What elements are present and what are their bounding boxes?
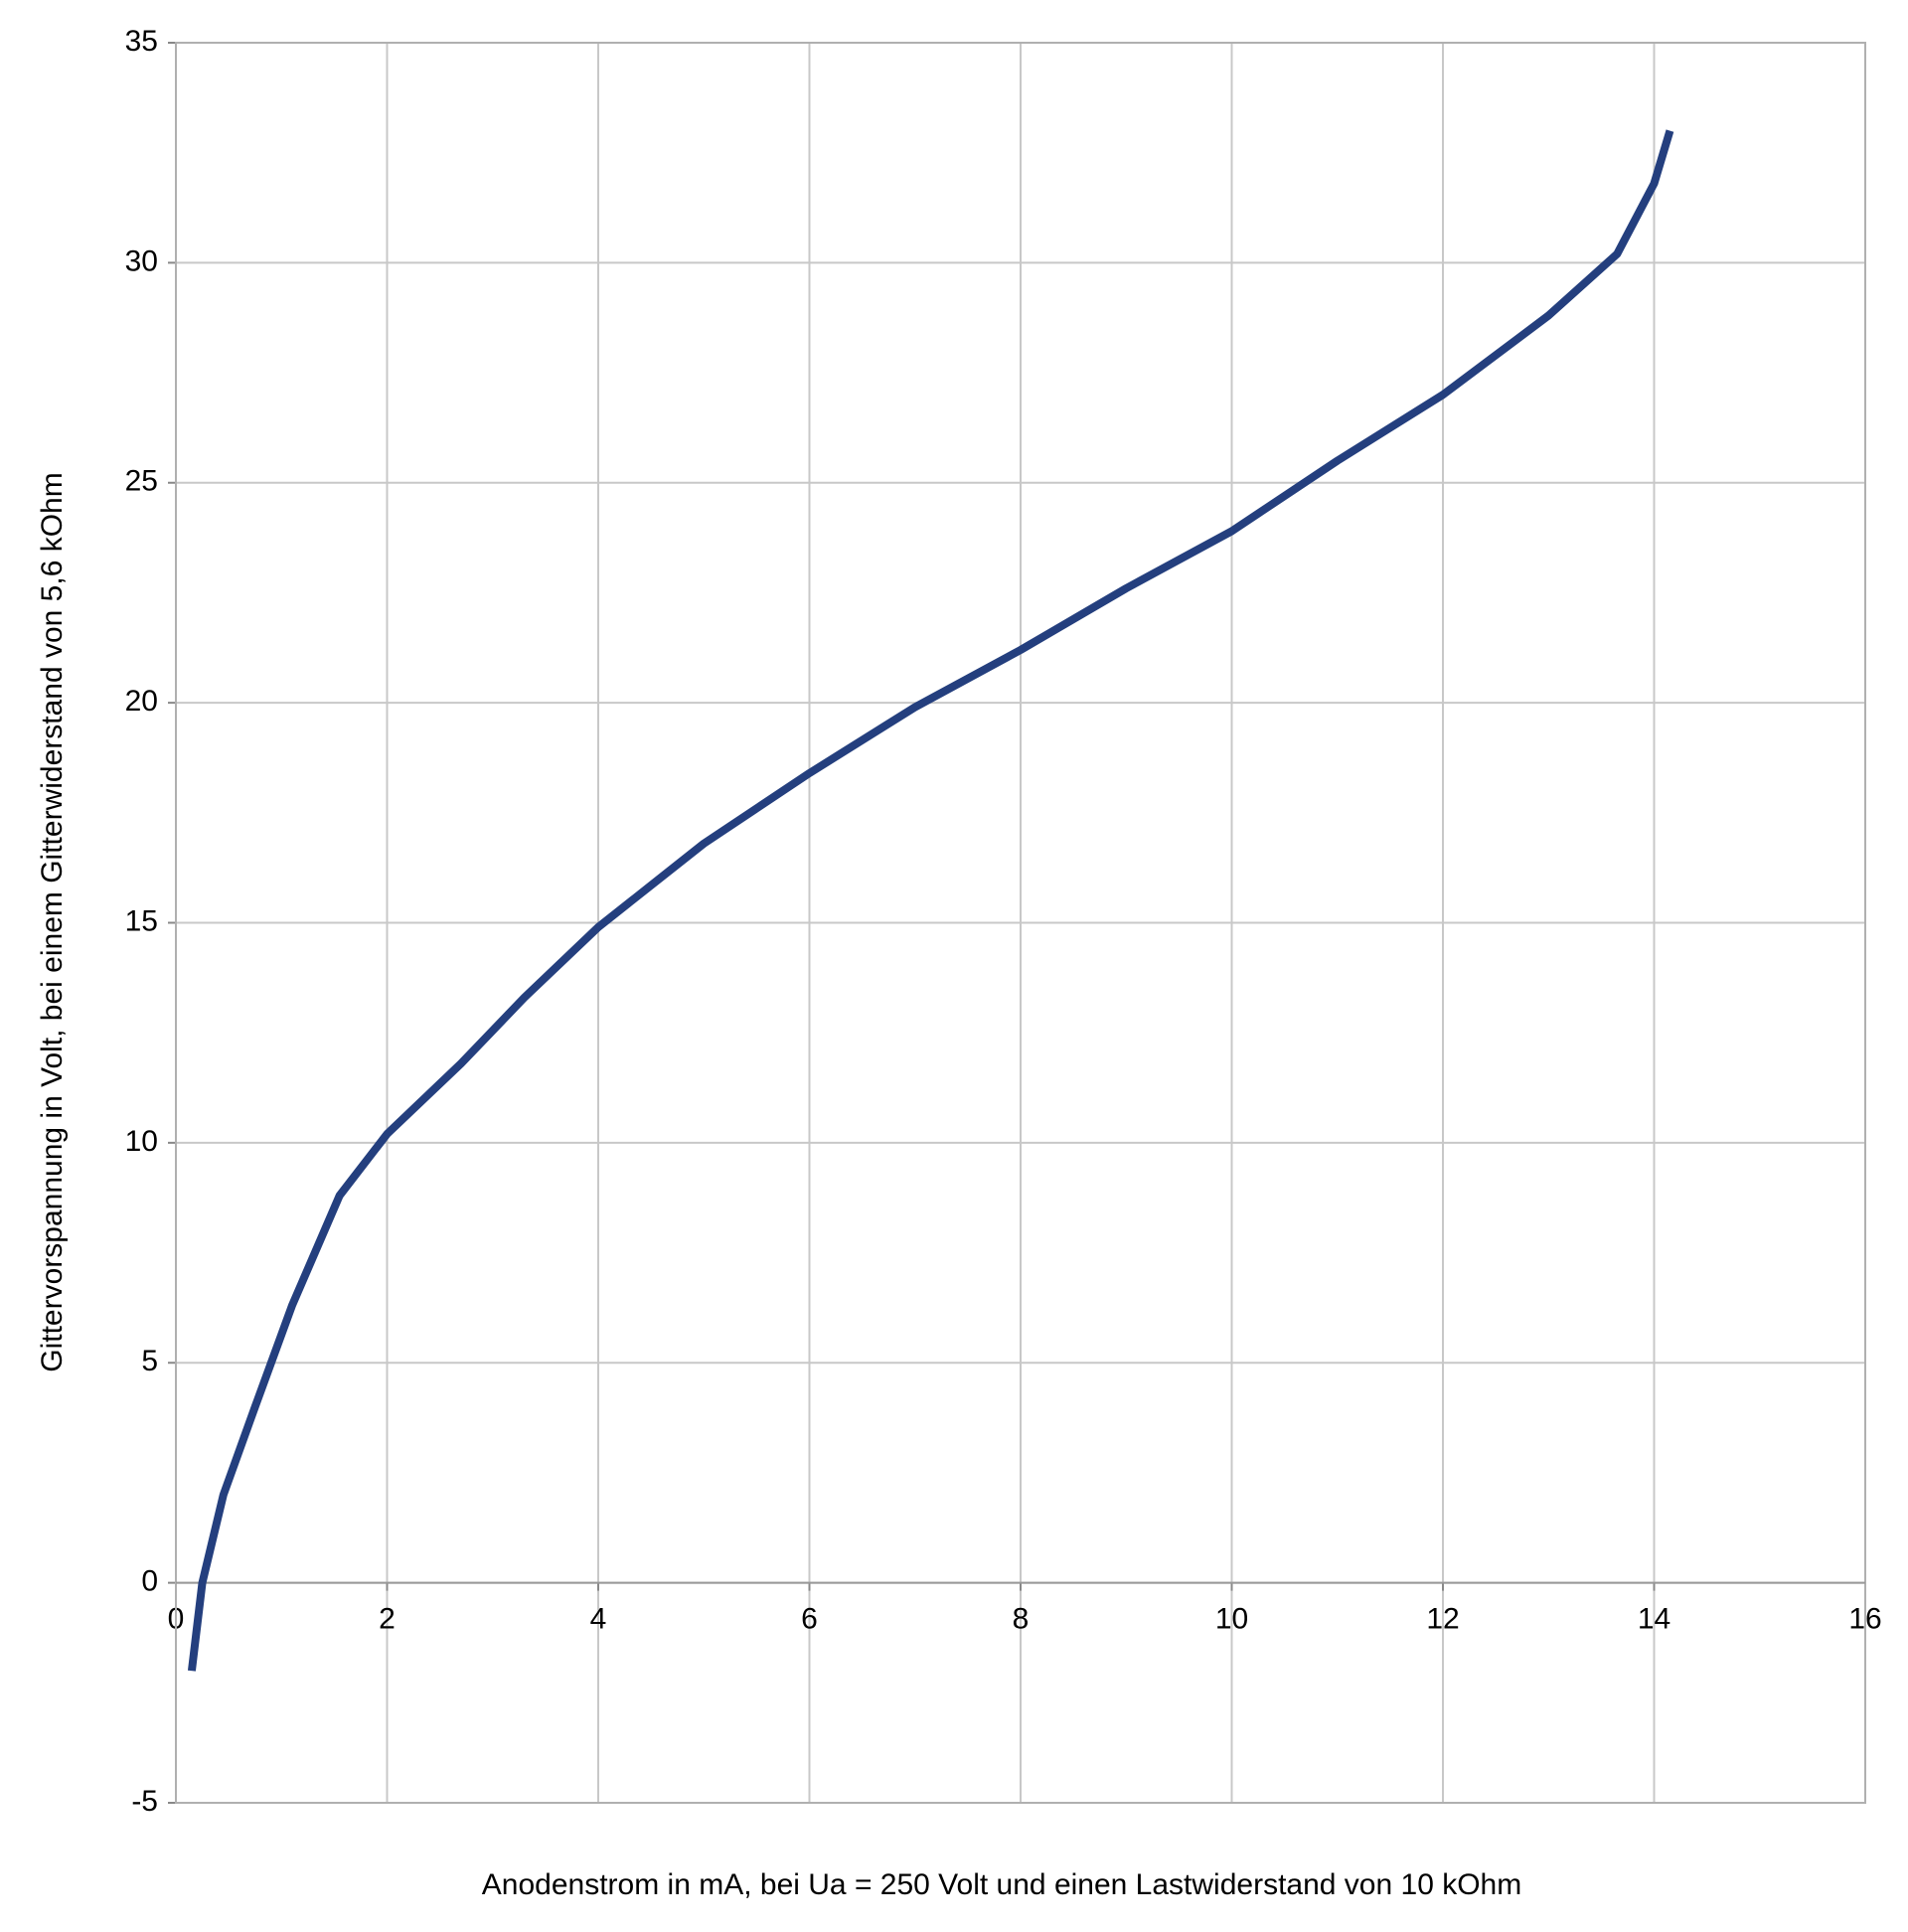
data-line <box>187 129 1674 1672</box>
x-axis-label: Anodenstrom in mA, bei Ua = 250 Volt und… <box>482 1868 1521 1901</box>
y-tick-label: -5 <box>131 1785 158 1818</box>
x-tick-label: 8 <box>1013 1603 1030 1636</box>
y-tick-label: 35 <box>125 25 158 58</box>
y-tick-label: 0 <box>141 1565 158 1598</box>
x-tick-label: 2 <box>379 1603 396 1636</box>
y-tick-label: 20 <box>125 685 158 718</box>
y-axis-label: Gittervorspannung in Volt, bei einem Git… <box>36 472 69 1371</box>
plot-frame <box>175 42 1866 1804</box>
x-tick-label: 10 <box>1215 1603 1248 1636</box>
y-tick-label: 25 <box>125 465 158 498</box>
x-tick-label: 6 <box>801 1603 818 1636</box>
y-tick-label: 10 <box>125 1125 158 1158</box>
x-tick-label: 12 <box>1426 1603 1459 1636</box>
x-tick-label: 14 <box>1638 1603 1670 1636</box>
y-tick-label: 30 <box>125 244 158 277</box>
x-tick-label: 4 <box>590 1603 607 1636</box>
y-tick-label: 5 <box>141 1345 158 1377</box>
y-tick-label: 15 <box>125 904 158 937</box>
